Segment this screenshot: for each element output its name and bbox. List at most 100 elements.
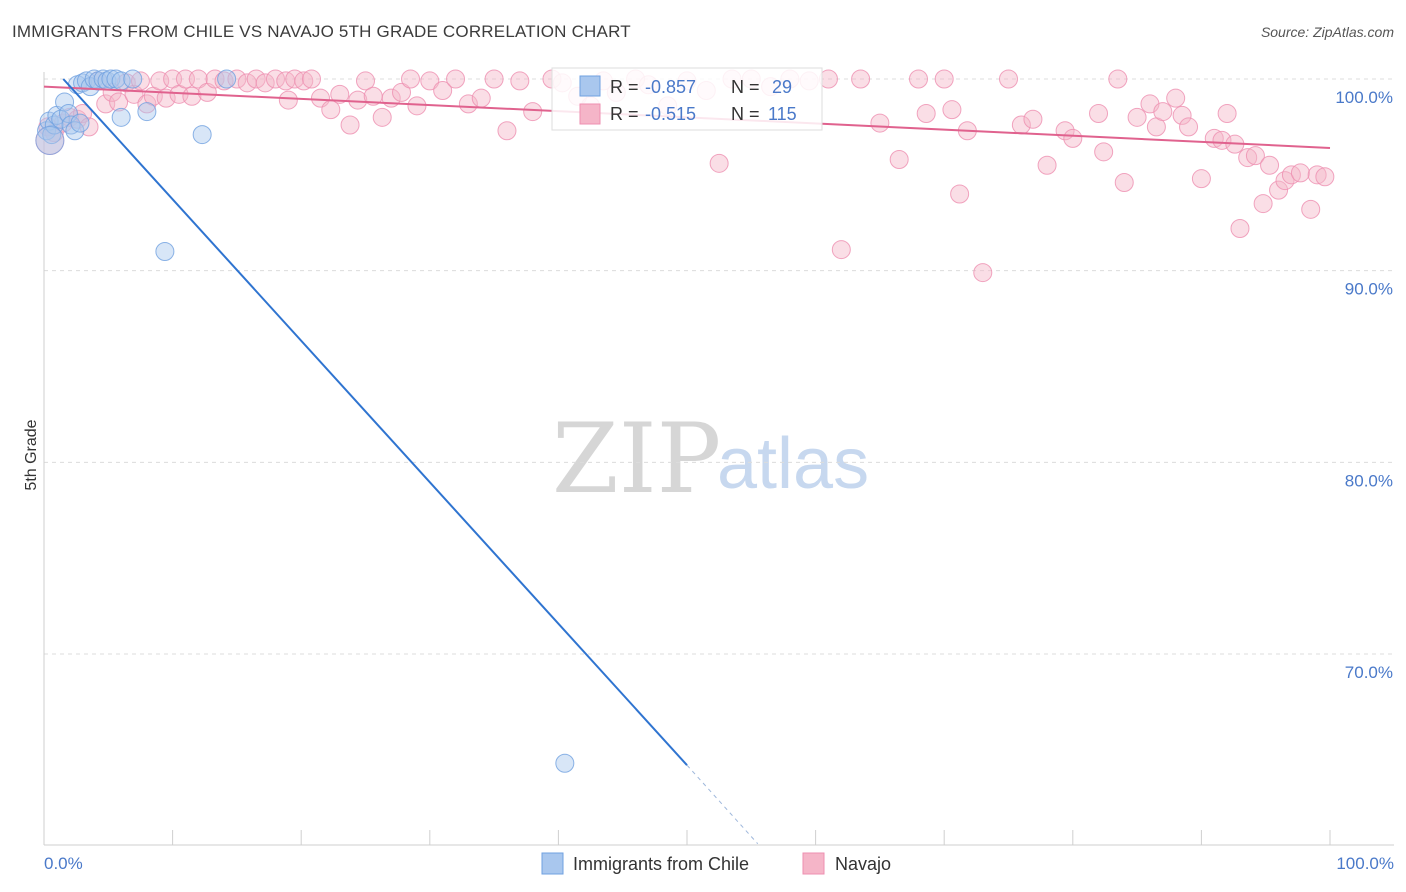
point-navajo-80 <box>916 104 936 123</box>
point-navajo-43 <box>372 107 392 127</box>
point-navajo-53 <box>484 69 504 89</box>
point-navajo-39 <box>340 115 360 135</box>
point-chile-13 <box>76 71 96 91</box>
legend-r-value-chile: -0.857 <box>645 77 696 97</box>
point-navajo-83 <box>950 184 970 204</box>
point-navajo-56 <box>523 102 543 122</box>
point-navajo-109 <box>1238 148 1258 168</box>
legend-r-value-navajo: -0.515 <box>645 104 696 124</box>
point-navajo-55 <box>510 71 530 91</box>
legend-r-label-navajo: R = <box>610 104 639 124</box>
bottom-legend-label-chile[interactable]: Immigrants from Chile <box>573 854 749 874</box>
watermark-zip: ZIP <box>552 403 721 515</box>
point-navajo-41 <box>356 71 375 91</box>
point-chile-24 <box>137 102 157 122</box>
stats-legend: R = -0.857 N = 29 R = -0.515 N = 115 <box>551 67 823 131</box>
legend-swatch-chile <box>579 75 601 97</box>
point-navajo-78 <box>889 150 909 169</box>
y-axis-label: 5th Grade <box>23 419 40 490</box>
point-navajo-75 <box>831 240 851 260</box>
point-navajo-88 <box>1023 109 1043 129</box>
point-navajo-108 <box>1230 219 1250 238</box>
point-navajo-117 <box>1301 199 1321 219</box>
point-navajo-46 <box>401 69 421 89</box>
point-navajo-94 <box>1108 69 1128 89</box>
point-navajo-29 <box>255 73 275 93</box>
point-chile-28 <box>555 753 575 773</box>
point-navajo-40 <box>348 90 368 110</box>
point-chile-22 <box>111 107 131 127</box>
legend-n-label-chile: N = <box>731 77 760 97</box>
point-navajo-77 <box>870 113 890 133</box>
bottom-legend: Immigrants from Chile Navajo <box>541 852 891 875</box>
point-navajo-99 <box>1153 102 1173 122</box>
point-chile-25 <box>192 125 212 145</box>
point-navajo-10 <box>109 92 129 112</box>
point-navajo-91 <box>1063 128 1083 148</box>
point-chile-26 <box>217 69 237 89</box>
point-navajo-68 <box>709 153 729 173</box>
point-navajo-106 <box>1217 104 1237 123</box>
y-tick-label-100: 100.0% <box>1335 88 1393 107</box>
x-tick-label-min: 0.0% <box>44 854 83 873</box>
legend-swatch-navajo <box>579 103 601 125</box>
trend-line-chile-extension <box>686 764 759 845</box>
point-navajo-49 <box>433 81 453 100</box>
point-navajo-45 <box>392 82 412 102</box>
y-tick-labels: 70.0% 80.0% 90.0% 100.0% <box>1335 88 1393 682</box>
point-navajo-38 <box>330 84 350 104</box>
point-navajo-52 <box>471 88 491 108</box>
x-tick-label-max: 100.0% <box>1336 854 1394 873</box>
point-navajo-116 <box>1290 163 1310 183</box>
point-navajo-92 <box>1089 104 1109 123</box>
x-ticks <box>43 830 1331 845</box>
point-navajo-95 <box>1114 173 1134 192</box>
point-navajo-111 <box>1253 194 1273 214</box>
point-navajo-100 <box>1166 88 1186 108</box>
y-tick-label-70: 70.0% <box>1345 663 1393 682</box>
point-navajo-118 <box>1307 165 1327 185</box>
point-chile-23 <box>123 69 143 89</box>
point-navajo-102 <box>1179 117 1199 137</box>
point-navajo-79 <box>908 69 928 89</box>
point-navajo-86 <box>999 69 1018 89</box>
chart-title: IMMIGRANTS FROM CHILE VS NAVAJO 5TH GRAD… <box>12 22 631 41</box>
point-chile-large-0 <box>35 126 65 155</box>
point-navajo-89 <box>1037 155 1057 175</box>
point-navajo-51 <box>458 94 478 114</box>
point-navajo-21 <box>182 86 202 106</box>
source-label: Source: ZipAtlas.com <box>1260 24 1394 40</box>
point-navajo-101 <box>1172 105 1192 125</box>
bottom-legend-swatch-chile[interactable] <box>541 852 564 875</box>
y-tick-label-90: 90.0% <box>1345 280 1393 299</box>
point-navajo-113 <box>1269 180 1289 200</box>
watermark-atlas: atlas <box>717 424 869 504</box>
point-navajo-96 <box>1127 107 1147 127</box>
point-navajo-35 <box>301 69 321 89</box>
axes <box>43 72 1394 846</box>
point-chile-6 <box>55 92 75 112</box>
legend-n-value-navajo: 115 <box>768 104 797 124</box>
point-navajo-50 <box>446 69 466 89</box>
legend-n-label-navajo: N = <box>731 104 760 124</box>
point-navajo-34 <box>294 71 314 91</box>
bottom-legend-swatch-navajo[interactable] <box>802 852 825 875</box>
trend-line-chile <box>62 78 688 766</box>
point-navajo-22 <box>188 69 208 89</box>
point-navajo-103 <box>1191 169 1211 189</box>
point-navajo-110 <box>1245 146 1265 166</box>
point-navajo-47 <box>407 96 427 116</box>
point-navajo-112 <box>1260 155 1280 175</box>
bottom-legend-label-navajo[interactable]: Navajo <box>835 854 891 874</box>
point-chile-11 <box>70 113 90 133</box>
watermark: ZIP atlas <box>552 403 869 515</box>
point-navajo-48 <box>420 71 440 91</box>
legend-n-value-chile: 29 <box>772 77 792 97</box>
y-tick-label-80: 80.0% <box>1345 471 1393 490</box>
point-navajo-85 <box>973 263 993 283</box>
point-chile-27 <box>155 242 175 261</box>
point-navajo-14 <box>137 94 157 114</box>
point-navajo-54 <box>497 121 517 141</box>
point-navajo-81 <box>934 69 954 89</box>
